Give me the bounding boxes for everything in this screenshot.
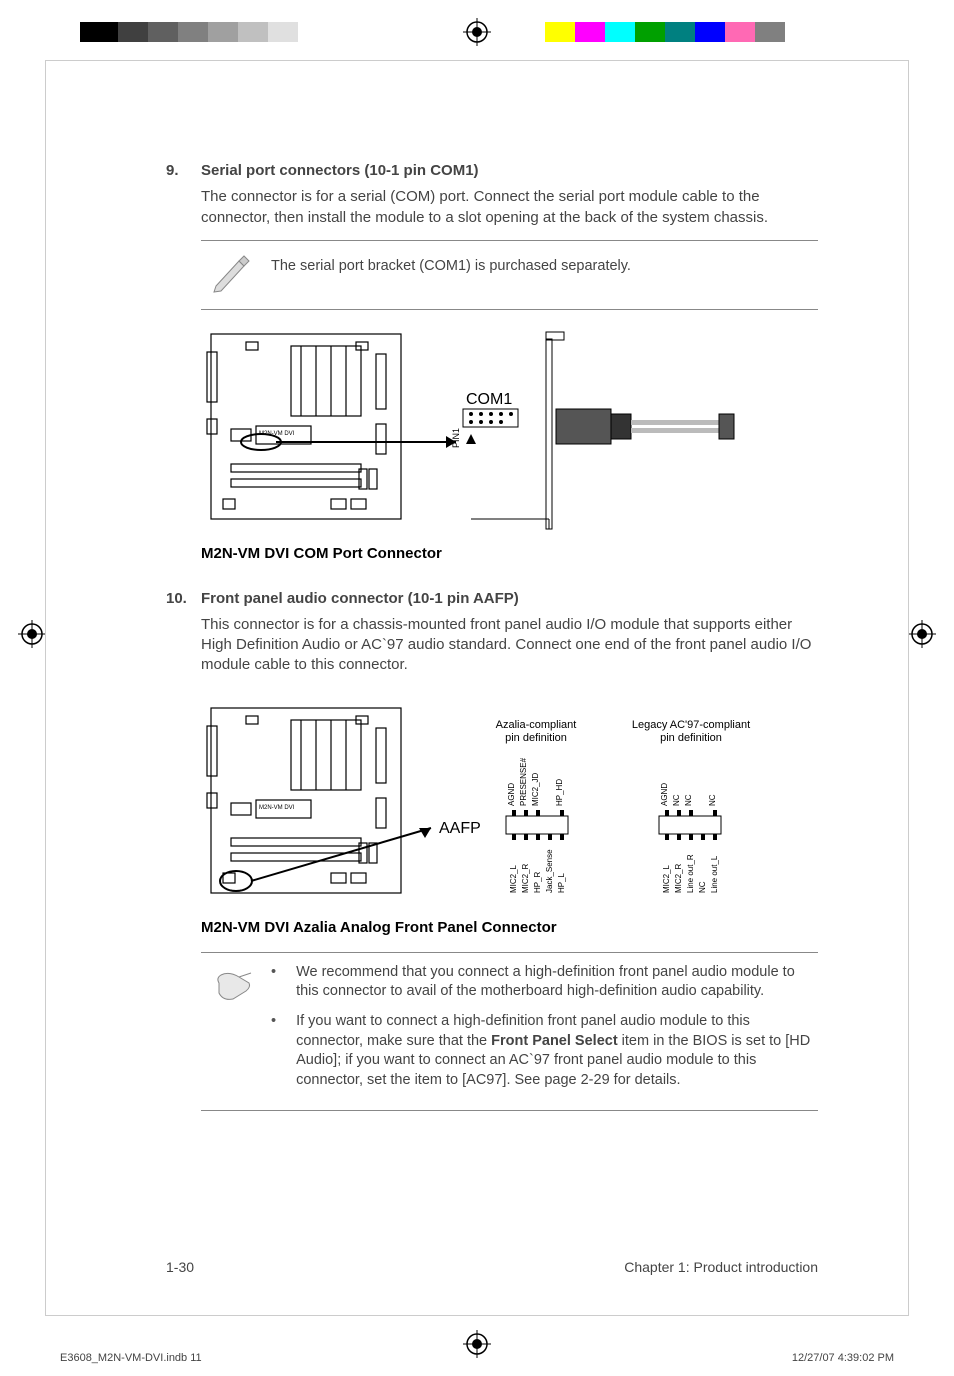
section-body: This connector is for a chassis-mounted … — [201, 615, 818, 676]
svg-text:pin definition: pin definition — [660, 732, 722, 744]
svg-text:PRESENSE#: PRESENSE# — [519, 757, 528, 806]
com1-label: COM1 — [466, 391, 512, 408]
svg-text:AGND: AGND — [507, 782, 516, 805]
svg-text:NC: NC — [684, 794, 693, 806]
print-footer: E3608_M2N-VM-DVI.indb 11 12/27/07 4:39:0… — [60, 1352, 894, 1364]
section-9: 9. Serial port connectors (10-1 pin COM1… — [166, 161, 818, 565]
svg-text:MIC2_R: MIC2_R — [674, 863, 683, 893]
svg-text:Jack_Sense: Jack_Sense — [545, 848, 554, 892]
reg-mark-left — [18, 620, 46, 648]
section-title: Front panel audio connector (10-1 pin AA… — [201, 589, 519, 609]
svg-text:NC: NC — [698, 881, 707, 893]
page-frame: 9. Serial port connectors (10-1 pin COM1… — [45, 60, 909, 1316]
note-box-pencil: The serial port bracket (COM1) is purcha… — [201, 240, 818, 311]
print-bar-right — [545, 22, 785, 42]
note-box-hand: We recommend that you connect a high-def… — [201, 952, 818, 1111]
page-number: 1-30 — [166, 1259, 194, 1275]
svg-text:MIC2_L: MIC2_L — [509, 864, 518, 893]
note-item: If you want to connect a high-definition… — [296, 1012, 818, 1090]
svg-text:MIC2_R: MIC2_R — [521, 863, 530, 893]
pencil-icon — [211, 251, 253, 300]
svg-text:Legacy AC'97-compliant: Legacy AC'97-compliant — [632, 719, 750, 731]
page-content: 9. Serial port connectors (10-1 pin COM1… — [46, 61, 908, 1175]
pin1-label: PIN1 — [451, 428, 461, 448]
hand-icon — [211, 963, 253, 1012]
svg-text:NC: NC — [708, 794, 717, 806]
svg-text:pin definition: pin definition — [505, 732, 567, 744]
diagram-com1: M2N-VM DVI — [201, 324, 818, 534]
svg-text:Azalia-compliant: Azalia-compliant — [496, 719, 577, 731]
svg-text:AGND: AGND — [660, 782, 669, 805]
svg-text:Line out_L: Line out_L — [710, 855, 719, 893]
section-number: 9. — [166, 161, 201, 181]
section-title: Serial port connectors (10-1 pin COM1) — [201, 161, 479, 181]
section-10: 10. Front panel audio connector (10-1 pi… — [166, 589, 818, 1112]
board-label: M2N-VM DVI — [259, 805, 295, 811]
svg-text:HP_HD: HP_HD — [555, 778, 564, 805]
diagram-caption: M2N-VM DVI COM Port Connector — [201, 544, 818, 564]
svg-text:MIC2_JD: MIC2_JD — [531, 772, 540, 806]
section-body: The connector is for a serial (COM) port… — [201, 187, 818, 228]
section-number: 10. — [166, 589, 201, 609]
reg-mark-right — [908, 620, 936, 648]
svg-text:Line out_R: Line out_R — [686, 854, 695, 893]
diagram-aafp: M2N-VM DVI AAF — [201, 698, 818, 908]
reg-mark-top — [463, 18, 491, 46]
note-text: The serial port bracket (COM1) is purcha… — [271, 251, 818, 277]
print-date: 12/27/07 4:39:02 PM — [792, 1352, 894, 1364]
diagram-caption: M2N-VM DVI Azalia Analog Front Panel Con… — [201, 918, 818, 938]
svg-text:HP_L: HP_L — [557, 872, 566, 893]
chapter-label: Chapter 1: Product introduction — [624, 1259, 818, 1275]
print-bar-left — [80, 22, 298, 42]
note-list: We recommend that you connect a high-def… — [271, 963, 818, 1100]
aafp-label: AAFP — [439, 820, 481, 837]
page-footer: 1-30 Chapter 1: Product introduction — [166, 1259, 818, 1275]
svg-text:MIC2_L: MIC2_L — [662, 864, 671, 893]
print-file: E3608_M2N-VM-DVI.indb 11 — [60, 1352, 202, 1364]
svg-text:HP_R: HP_R — [533, 871, 542, 893]
note-item: We recommend that you connect a high-def… — [296, 963, 818, 1002]
svg-text:NC: NC — [672, 794, 681, 806]
